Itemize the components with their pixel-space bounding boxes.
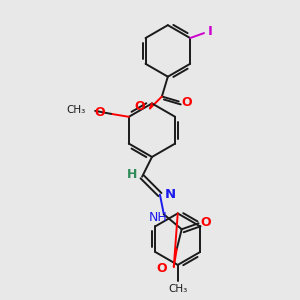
Text: NH: NH: [149, 211, 168, 224]
Text: O: O: [156, 262, 167, 275]
Text: H: H: [127, 168, 137, 181]
Text: I: I: [208, 25, 212, 38]
Text: CH₃: CH₃: [66, 105, 85, 115]
Text: O: O: [134, 100, 145, 113]
Text: O: O: [94, 106, 105, 119]
Text: CH₃: CH₃: [168, 284, 188, 294]
Text: O: O: [200, 216, 211, 229]
Text: N: N: [165, 188, 176, 201]
Text: O: O: [181, 96, 192, 109]
